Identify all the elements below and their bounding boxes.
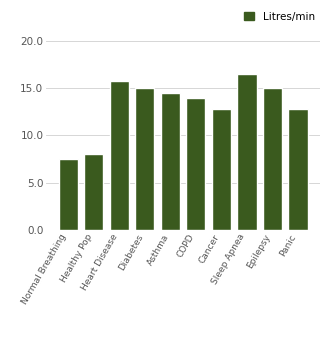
Bar xyxy=(263,88,282,230)
Bar xyxy=(59,159,78,230)
Bar xyxy=(135,88,154,230)
Bar xyxy=(212,109,231,230)
Bar xyxy=(110,81,129,230)
Bar xyxy=(161,93,180,230)
Bar xyxy=(288,109,308,230)
Legend: Litres/min: Litres/min xyxy=(244,12,315,22)
Bar xyxy=(186,98,206,230)
Bar xyxy=(84,154,103,230)
Bar xyxy=(237,74,256,230)
